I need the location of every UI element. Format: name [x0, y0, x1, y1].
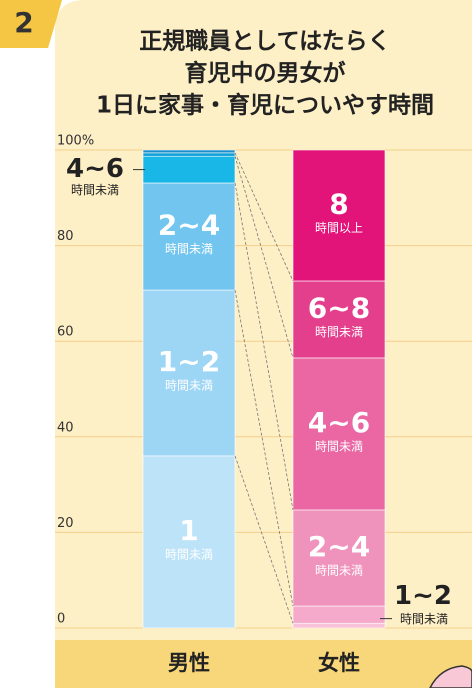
connector-line	[234, 455, 294, 624]
bar-segment	[292, 149, 386, 282]
y-tick-label: 40	[57, 420, 74, 435]
x-tick-label: 男性	[168, 651, 210, 675]
x-tick-label: 女性	[318, 651, 360, 675]
segment-unit: 時間未満	[400, 612, 448, 626]
bar-segment	[292, 280, 386, 359]
y-tick-label: 20	[57, 516, 74, 531]
bar-segment	[142, 152, 236, 157]
chart-title: 育児中の男女が	[185, 60, 346, 87]
chart-title: 1日に家事・育児についやす時間	[96, 92, 434, 119]
bar-segment	[292, 622, 386, 629]
segment-label: 4~6	[308, 406, 370, 439]
segment-label: 1~2	[394, 581, 452, 611]
bar-segment	[292, 357, 386, 511]
segment-unit: 時間未満	[315, 439, 363, 453]
segment-label: 2~4	[308, 530, 370, 563]
y-tick-label: 80	[57, 229, 74, 244]
segment-unit: 時間未満	[315, 325, 363, 339]
chart-title: 正規職員としてはたらく	[139, 28, 390, 55]
badge: 2	[14, 6, 33, 39]
segment-unit: 時間未満	[71, 183, 119, 197]
connector-line	[234, 152, 294, 282]
segment-label: 1~2	[158, 345, 220, 378]
bar-segment	[142, 289, 236, 457]
segment-unit: 時間未満	[165, 547, 213, 561]
segment-label: 8	[329, 187, 348, 220]
segment-unit: 時間未満	[165, 242, 213, 256]
bar-segment	[142, 149, 236, 154]
bar-segment	[142, 155, 236, 184]
bar-segment	[292, 605, 386, 624]
segment-unit: 時間未満	[315, 563, 363, 577]
y-tick-label: 60	[57, 325, 74, 340]
bar-segment	[142, 455, 236, 629]
segment-unit: 時間以上	[315, 221, 363, 235]
bar-segment	[142, 182, 236, 291]
category-band	[55, 640, 472, 688]
badge-bg	[0, 0, 62, 48]
segment-label: 6~8	[308, 291, 370, 324]
segment-label: 4~6	[66, 154, 124, 184]
segment-unit: 時間未満	[165, 378, 213, 392]
y-tick-label: 100%	[57, 134, 94, 149]
y-tick-label: 0	[57, 612, 65, 627]
segment-label: 1	[179, 514, 198, 547]
segment-label: 2~4	[158, 209, 220, 242]
connector-line	[234, 289, 294, 607]
connector-line	[234, 182, 294, 511]
